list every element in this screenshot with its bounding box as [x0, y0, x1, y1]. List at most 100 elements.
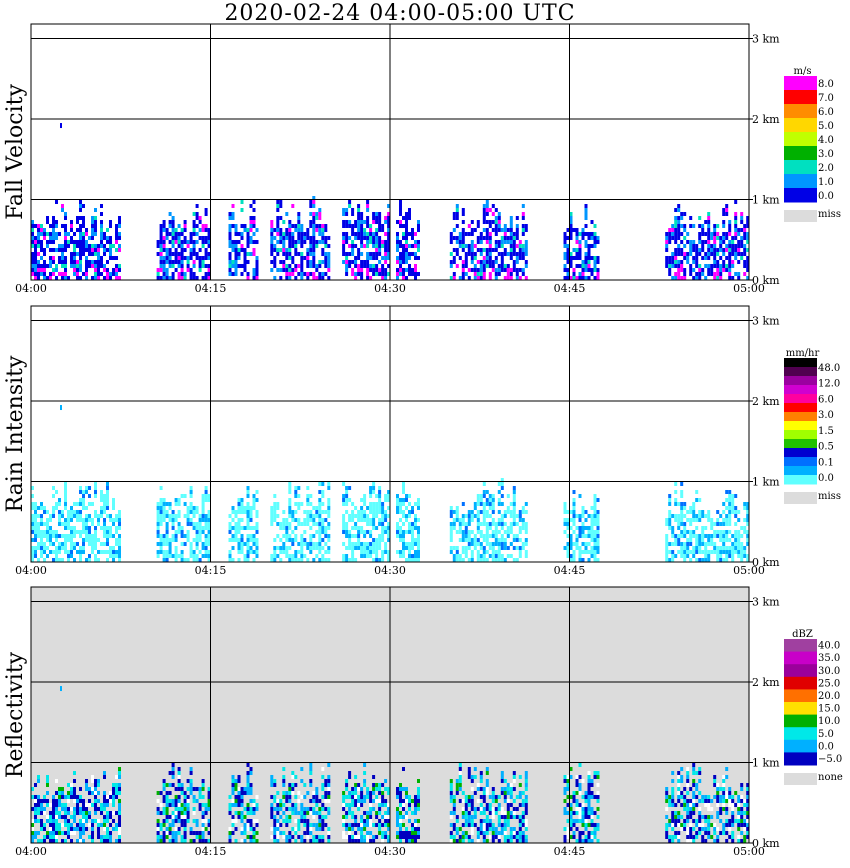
- precip-cell: [575, 799, 579, 803]
- precip-cell: [384, 803, 388, 807]
- precip-cell: [728, 276, 732, 280]
- precip-cell: [291, 807, 295, 811]
- precip-cell: [707, 538, 711, 542]
- precip-cell: [408, 272, 411, 276]
- precip-cell: [414, 550, 417, 554]
- precip-cell: [115, 272, 118, 276]
- precip-cell: [351, 518, 355, 522]
- precip-cell: [177, 807, 181, 811]
- precip-cell: [46, 220, 49, 224]
- precip-cell: [488, 546, 492, 550]
- precip-cell: [55, 530, 58, 534]
- precip-cell: [279, 200, 283, 204]
- precip-cell: [485, 200, 489, 204]
- precip-cell: [255, 819, 259, 823]
- precip-cell: [342, 542, 346, 546]
- precip-cell: [309, 831, 313, 835]
- precip-cell: [452, 803, 456, 807]
- precip-cell: [88, 252, 91, 256]
- precip-cell: [180, 264, 184, 268]
- precip-cell: [252, 268, 256, 272]
- precip-cell: [300, 538, 304, 542]
- precip-cell: [509, 502, 513, 506]
- precip-cell: [408, 799, 411, 803]
- precip-cell: [497, 228, 501, 232]
- precip-cell: [171, 819, 175, 823]
- precip-cell: [177, 224, 181, 228]
- precip-cell: [324, 236, 328, 240]
- precip-cell: [360, 244, 364, 248]
- precip-cell: [503, 791, 507, 795]
- precip-cell: [156, 799, 160, 803]
- precip-cell: [719, 256, 723, 260]
- precip-cell: [704, 232, 708, 236]
- precip-cell: [195, 256, 199, 260]
- precip-cell: [270, 815, 274, 819]
- precip-cell: [476, 514, 480, 518]
- precip-cell: [524, 803, 528, 807]
- precip-cell: [91, 502, 94, 506]
- precip-cell: [405, 494, 408, 498]
- precip-cell: [512, 252, 516, 256]
- precip-cell: [488, 807, 492, 811]
- precip-cell: [461, 791, 465, 795]
- precip-cell: [312, 220, 316, 224]
- precip-cell: [288, 546, 292, 550]
- precip-cell: [497, 502, 501, 506]
- precip-cell: [177, 795, 181, 799]
- precip-cell: [165, 510, 169, 514]
- precip-cell: [692, 514, 696, 518]
- precip-cell: [354, 819, 358, 823]
- precip-cell: [728, 260, 732, 264]
- precip-cell: [494, 534, 498, 538]
- precip-cell: [276, 827, 280, 831]
- precip-cell: [569, 228, 573, 232]
- precip-cell: [734, 224, 738, 228]
- precip-cell: [285, 264, 289, 268]
- precip-cell: [234, 260, 238, 264]
- precip-cell: [312, 260, 316, 264]
- precip-cell: [692, 268, 696, 272]
- precip-cell: [375, 264, 379, 268]
- precip-cell: [674, 228, 678, 232]
- precip-cell: [168, 815, 172, 819]
- precip-cell: [324, 256, 328, 260]
- precip-cell: [405, 815, 408, 819]
- precip-cell: [174, 534, 178, 538]
- precip-cell: [692, 248, 696, 252]
- precip-cell: [378, 522, 382, 526]
- precip-cell: [186, 819, 190, 823]
- precip-cell: [345, 268, 349, 272]
- y-tick-label: 3 km: [752, 33, 780, 46]
- colorbar-label: 1.0: [818, 177, 834, 188]
- precip-cell: [411, 268, 414, 272]
- precip-cell: [186, 803, 190, 807]
- precip-cell: [521, 510, 525, 514]
- precip-cell: [270, 518, 274, 522]
- precip-cell: [740, 534, 744, 538]
- precip-cell: [174, 236, 178, 240]
- precip-cell: [479, 264, 483, 268]
- precip-cell: [207, 538, 211, 542]
- precip-cell: [276, 791, 280, 795]
- precip-cell: [581, 823, 585, 827]
- precip-cell: [43, 510, 46, 514]
- precip-cell: [452, 554, 456, 558]
- precip-cell: [112, 268, 115, 272]
- precip-cell: [67, 232, 70, 236]
- precip-cell: [189, 252, 193, 256]
- precip-cell: [321, 232, 325, 236]
- precip-cell: [309, 510, 313, 514]
- precip-cell: [315, 506, 319, 510]
- precip-cell: [366, 554, 370, 558]
- precip-cell: [563, 779, 567, 783]
- precip-cell: [186, 264, 190, 268]
- precip-cell: [43, 276, 46, 280]
- precip-cell: [67, 550, 70, 554]
- precip-cell: [563, 256, 567, 260]
- precip-cell: [55, 558, 58, 562]
- precip-cell: [73, 542, 76, 546]
- precip-cell: [578, 232, 582, 236]
- precip-cell: [402, 835, 405, 839]
- precip-cell: [524, 783, 528, 787]
